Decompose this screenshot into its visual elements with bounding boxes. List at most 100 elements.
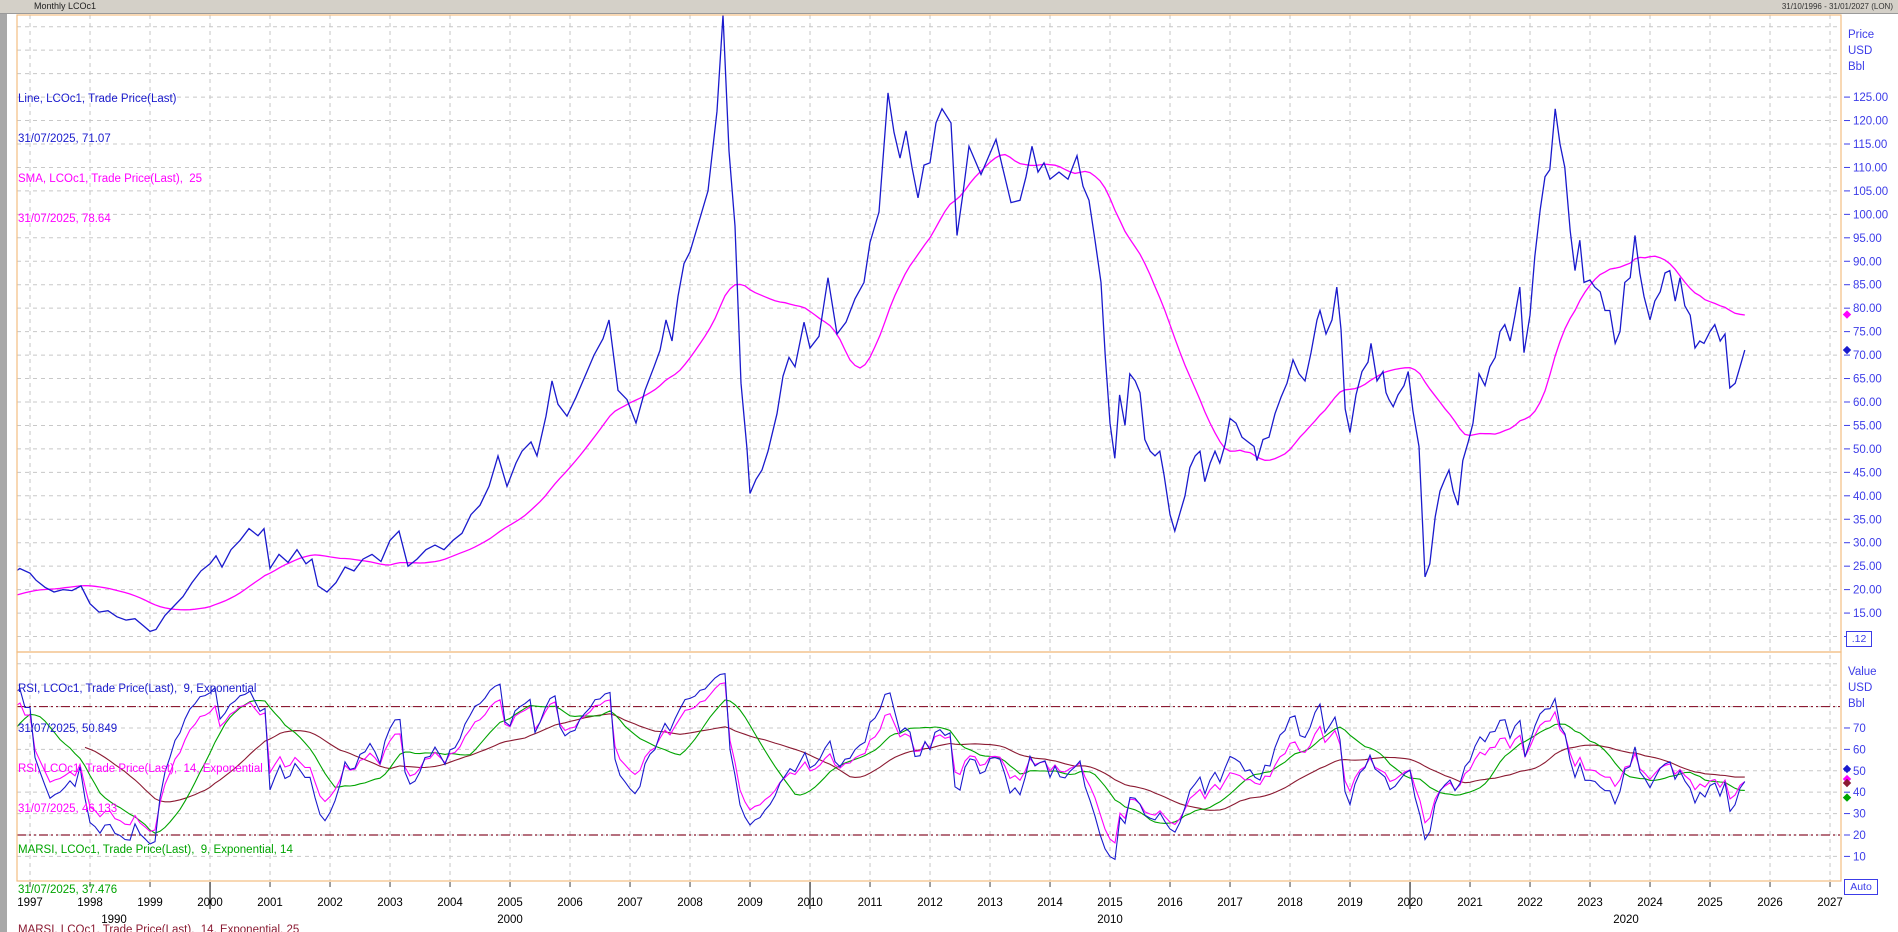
value-tick-label: 70	[1853, 723, 1866, 735]
price-tick-label: 95.00	[1853, 233, 1882, 245]
year-label: 2009	[737, 897, 763, 909]
price-tick-label: 40.00	[1853, 491, 1882, 503]
legend-marsi914-label: MARSI, LCOc1, Trade Price(Last), 9, Expo…	[18, 843, 293, 856]
year-label: 2023	[1577, 897, 1603, 909]
year-label: 2015	[1097, 897, 1123, 909]
year-label: 2011	[858, 897, 883, 909]
year-label: 2013	[977, 897, 1003, 909]
price-legend: Line, LCOc1, Trade Price(Last) 31/07/202…	[18, 66, 202, 254]
value-axis-title: Value USD Bbl	[1848, 666, 1877, 710]
price-tick-label: 50.00	[1853, 444, 1882, 456]
price-tick-label: 25.00	[1853, 561, 1882, 573]
decade-label: 1990	[101, 914, 127, 926]
price-tick-label: 55.00	[1853, 420, 1882, 432]
price-series-group	[17, 15, 1746, 633]
left-window-edge	[0, 14, 7, 932]
price-tick-label: 100.00	[1853, 209, 1888, 221]
year-label: 2024	[1637, 897, 1663, 909]
year-label: 2012	[917, 897, 943, 909]
price-tick-label: 30.00	[1853, 538, 1882, 550]
rsi-threshold-lines	[17, 705, 1841, 836]
last-value-marker-marsi914	[1842, 793, 1852, 802]
year-label: 2001	[257, 897, 283, 909]
x-axis: 1997 1998 1999 2000 2001 2002 2003 2004 2005 2006…	[17, 882, 1843, 926]
legend-marsi1425-label: MARSI, LCOc1, Trade Price(Last), 14, Exp…	[18, 924, 300, 932]
rsi-legend: RSI, LCOc1, Trade Price(Last), 9, Expone…	[18, 656, 299, 932]
year-label: 2027	[1817, 897, 1843, 909]
rsi-9-line	[17, 673, 1746, 861]
rsi-14-line	[17, 682, 1746, 844]
price-tick-label: 45.00	[1853, 467, 1882, 479]
year-label: 2008	[677, 897, 703, 909]
value-tick-label: 40	[1853, 787, 1866, 799]
last-value-marker-rsi9	[1842, 764, 1852, 774]
year-label: 2026	[1757, 897, 1783, 909]
year-label: 2025	[1697, 897, 1723, 909]
legend-marsi914-value: 31/07/2025, 37.476	[18, 883, 118, 896]
last-value-marker-marsi1425	[1842, 778, 1852, 788]
price-tick-label: 15.00	[1853, 608, 1882, 620]
price-tick-label: 85.00	[1853, 280, 1882, 292]
legend-rsi14-label: RSI, LCOc1, Trade Price(Last), 14, Expon…	[18, 763, 263, 776]
legend-price-label: Line, LCOc1, Trade Price(Last)	[18, 92, 177, 105]
value-y-axis: 70 60 50 40 30 20 10	[1844, 723, 1866, 863]
legend-rsi9-value: 31/07/2025, 50.849	[18, 723, 118, 736]
year-label: 1999	[137, 897, 163, 909]
price-tick-label: 20.00	[1853, 585, 1882, 597]
trade-price-line	[17, 15, 1746, 633]
last-value-marker-price	[1842, 345, 1852, 355]
year-label: 2021	[1457, 897, 1483, 909]
year-label: 2014	[1037, 897, 1063, 909]
price-tick-label: 65.00	[1853, 374, 1882, 386]
year-label: 2003	[377, 897, 403, 909]
price-tick-label: 70.00	[1853, 350, 1882, 362]
year-label: 2022	[1517, 897, 1543, 909]
sma-25-line	[17, 153, 1745, 611]
price-tick-label: 75.00	[1853, 327, 1882, 339]
legend-rsi9-label: RSI, LCOc1, Trade Price(Last), 9, Expone…	[18, 682, 257, 695]
marsi-9-14-line	[17, 699, 1745, 834]
date-range-label: 31/10/1996 - 31/01/2027 (LON)	[1781, 2, 1893, 11]
year-label: 2005	[497, 897, 523, 909]
year-label: 1998	[77, 897, 103, 909]
value-tick-label: 30	[1853, 809, 1866, 821]
price-tick-label: 80.00	[1853, 303, 1882, 315]
price-tick-label: 60.00	[1853, 397, 1882, 409]
value-tick-label: 10	[1853, 851, 1866, 863]
year-label: 2018	[1277, 897, 1303, 909]
year-label: 2006	[557, 897, 583, 909]
price-tick-label: 110.00	[1853, 162, 1887, 174]
rsi-series-group	[17, 673, 1746, 861]
price-tick-label: 90.00	[1853, 256, 1882, 268]
price-tick-label: 120.00	[1853, 116, 1888, 128]
auto-scale-button[interactable]: Auto	[1844, 879, 1878, 895]
year-label: 2019	[1337, 897, 1363, 909]
year-label: 2007	[617, 897, 643, 909]
value-tick-label: 20	[1853, 830, 1866, 842]
decade-label: 2000	[497, 914, 523, 926]
legend-sma-label: SMA, LCOc1, Trade Price(Last), 25	[18, 173, 203, 186]
gridlines	[17, 15, 1841, 881]
axis-scale-box[interactable]: .12	[1846, 631, 1872, 647]
price-tick-label: 105.00	[1853, 186, 1888, 198]
legend-price-value: 31/07/2025, 71.07	[18, 133, 111, 146]
price-axis-title: Price USD Bbl	[1848, 29, 1875, 73]
price-tick-label: 125.00	[1853, 92, 1888, 104]
year-label: 2016	[1157, 897, 1183, 909]
year-label: 2002	[317, 897, 343, 909]
year-label: 2004	[437, 897, 463, 909]
value-tick-label: 60	[1853, 744, 1866, 756]
window-titlebar[interactable]: Monthly LCOc1 31/10/1996 - 31/01/2027 (L…	[0, 0, 1898, 14]
price-y-axis: 125.00 120.00 115.00 110.00 105.00 100.00 95.0…	[1844, 92, 1888, 638]
panel-frames	[16, 14, 1842, 882]
year-label: 2017	[1217, 897, 1243, 909]
legend-rsi14-value: 31/07/2025, 46.133	[18, 803, 118, 816]
year-label: 1997	[17, 897, 43, 909]
decade-label: 2020	[1613, 914, 1639, 926]
decade-label: 2010	[1097, 914, 1123, 926]
window-title: Monthly LCOc1	[34, 1, 97, 11]
price-tick-label: 115.00	[1853, 139, 1887, 151]
value-tick-label: 50	[1853, 766, 1866, 778]
